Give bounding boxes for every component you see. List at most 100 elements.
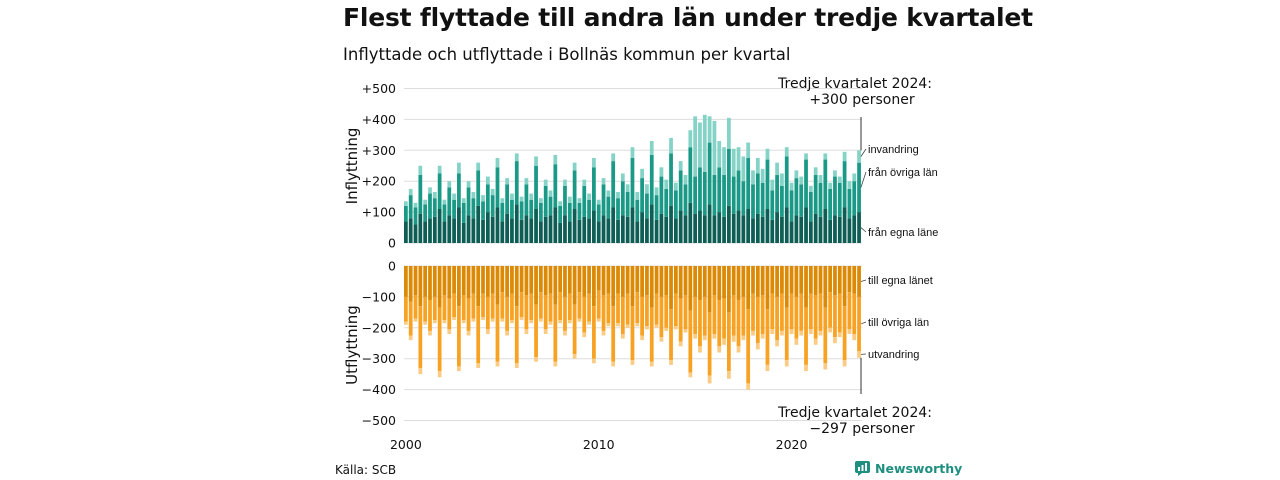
bar-outflow-egna [707,266,712,313]
bar-outflow-utvandring [437,371,442,378]
label-connector-inflow [860,171,867,188]
bar-outflow-ovriga [437,307,442,372]
bar-inflow-ovriga [635,199,640,222]
bar-inflow-invandring [616,192,620,199]
bar-outflow-utvandring [413,318,418,322]
bar-outflow-egna [669,266,673,310]
bar-outflow-egna [751,266,755,294]
bar-outflow-utvandring [418,367,423,375]
bar-inflow-invandring [423,199,428,205]
bar-outflow-ovriga [833,295,837,338]
bar-inflow-ovriga [519,201,524,220]
bar-outflow-utvandring [620,333,625,339]
bar-outflow-utvandring [741,335,746,341]
bar-inflow-ovriga [404,205,408,222]
bar-outflow-ovriga [654,293,659,325]
bar-outflow-egna [852,266,857,294]
bar-outflow-egna [813,266,818,296]
bar-inflow-egna [620,215,625,243]
bar-inflow-egna [543,216,548,244]
bar-outflow-utvandring [765,364,770,372]
bar-inflow-invandring [712,120,717,176]
bar-outflow-utvandring [683,329,688,333]
bar-inflow-ovriga [813,175,818,214]
bar-inflow-ovriga [640,178,644,213]
bar-inflow-ovriga [534,165,538,210]
bar-inflow-invandring [770,179,775,191]
bar-outflow-ovriga [741,296,746,336]
bar-inflow-egna [471,218,476,243]
bar-outflow-egna [640,266,644,297]
bar-outflow-utvandring [760,333,765,339]
bar-outflow-utvandring [751,330,755,336]
bar-inflow-invandring [418,165,423,176]
bar-inflow-ovriga [712,175,717,216]
series-label-inflow: från övriga län [868,167,938,179]
bar-inflow-egna [635,221,640,243]
bar-outflow-utvandring [722,338,726,345]
bar-inflow-invandring [505,178,509,185]
y-axis-title-outflow: Utflyttning [343,305,361,385]
bar-outflow-ovriga [828,292,833,328]
bar-outflow-ovriga [592,306,596,359]
bar-outflow-ovriga [582,296,587,333]
bar-outflow-egna [693,266,698,297]
bar-outflow-egna [722,266,726,299]
bar-inflow-egna [808,221,813,243]
bar-inflow-egna [736,210,741,244]
bar-outflow-egna [548,266,553,294]
bar-inflow-ovriga [452,199,456,219]
bar-inflow-invandring [481,195,485,202]
bar-inflow-egna [534,209,538,243]
x-tick-label: 2020 [776,437,808,452]
y-tick-label-outflow: −200 [362,320,396,335]
bar-inflow-egna [500,221,505,243]
bar-outflow-ovriga [428,299,432,331]
bar-outflow-utvandring [495,361,500,367]
bar-inflow-ovriga [698,167,702,211]
bar-inflow-ovriga [572,170,577,210]
bar-inflow-egna [784,207,789,243]
series-label-outflow: utvandring [868,349,919,361]
bar-inflow-invandring [707,116,712,143]
bar-outflow-ovriga [616,293,620,324]
bar-outflow-utvandring [587,321,591,325]
bar-inflow-egna [847,218,852,243]
bar-inflow-egna [833,215,837,243]
y-tick-label-inflow: +100 [362,205,396,220]
y-tick-label-inflow: +400 [362,112,396,127]
bar-inflow-ovriga [702,171,707,216]
bar-outflow-ovriga [760,295,765,334]
bar-inflow-egna [505,213,509,244]
bar-inflow-ovriga [654,195,659,220]
bar-outflow-ovriga [645,295,649,327]
bar-outflow-egna [447,266,452,299]
bar-outflow-utvandring [746,383,751,390]
bar-outflow-egna [616,266,620,294]
bar-outflow-egna [702,266,707,297]
bar-inflow-egna [698,210,702,244]
bar-outflow-ovriga [813,295,818,339]
bar-inflow-ovriga [808,192,813,222]
bar-inflow-invandring [577,198,582,203]
bar-inflow-ovriga [683,184,688,216]
bar-outflow-utvandring [717,346,722,353]
bar-outflow-utvandring [702,335,707,341]
bar-inflow-invandring [794,170,799,179]
bar-inflow-invandring [553,154,558,165]
bar-outflow-egna [476,266,481,307]
bar-inflow-ovriga [481,201,485,220]
bar-outflow-egna [659,266,664,297]
bar-outflow-egna [698,266,702,300]
bar-outflow-utvandring [654,324,659,328]
bar-inflow-invandring [751,170,755,185]
bar-inflow-egna [746,209,751,243]
bar-inflow-egna [596,221,601,243]
bar-outflow-egna [592,266,596,307]
bar-outflow-utvandring [780,330,784,336]
bar-outflow-utvandring [731,335,736,342]
bar-inflow-invandring [640,168,644,179]
bar-inflow-invandring [645,184,649,194]
bar-outflow-egna [654,266,659,294]
bar-outflow-egna [746,266,751,310]
